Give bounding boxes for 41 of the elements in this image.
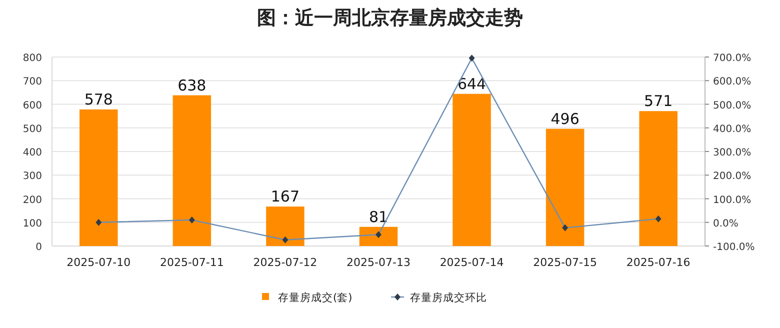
data-label: 167 [270, 188, 300, 206]
bar [639, 111, 678, 246]
y2-tick-label: 500.0% [713, 100, 752, 112]
data-label: 571 [644, 92, 673, 110]
y2-tick-label: 700.0% [713, 53, 752, 64]
y-tick-label: 0 [36, 242, 42, 253]
y-tick-label: 700 [22, 76, 42, 88]
data-label: 638 [178, 76, 206, 94]
y-tick-label: 100 [22, 218, 42, 230]
y-tick-label: 500 [22, 124, 42, 135]
bar [266, 206, 304, 246]
data-label: 81 [368, 208, 388, 226]
x-tick-label: 2025-07-16 [626, 256, 690, 269]
y2-tick-label: -100.0% [713, 242, 755, 253]
x-tick-label: 2025-07-13 [346, 256, 410, 269]
y-tick-label: 300 [22, 171, 42, 182]
legend-label: 存量房成交(套) [278, 291, 352, 304]
bar [546, 128, 584, 246]
y-tick-label: 400 [22, 148, 42, 158]
bar [172, 95, 212, 246]
chart-title: 图：近一周北京存量房成交走势 [257, 7, 523, 29]
bar [80, 109, 118, 246]
y2-tick-label: 100.0% [713, 194, 752, 206]
y2-tick-label: 400.0% [713, 124, 752, 135]
y-tick-label: 200 [22, 194, 42, 206]
y2-tick-label: 600.0% [713, 76, 752, 88]
y2-tick-label: 300.0% [713, 148, 752, 158]
y-tick-label: 600 [22, 100, 42, 112]
x-tick-label: 2025-07-14 [440, 256, 504, 269]
data-label: 578 [84, 90, 113, 108]
x-tick-label: 2025-07-10 [66, 256, 131, 269]
bar [452, 94, 491, 246]
y2-tick-label: 200.0% [713, 171, 752, 182]
y-tick-label: 800 [22, 53, 42, 64]
x-tick-label: 2025-07-15 [533, 256, 598, 269]
x-tick-label: 2025-07-12 [253, 256, 318, 269]
legend-label: 存量房成交环比 [410, 291, 487, 304]
x-tick-label: 2025-07-11 [160, 256, 224, 269]
y2-tick-label: 0.0% [713, 218, 738, 230]
bar [359, 226, 398, 246]
data-label: 496 [550, 110, 580, 128]
